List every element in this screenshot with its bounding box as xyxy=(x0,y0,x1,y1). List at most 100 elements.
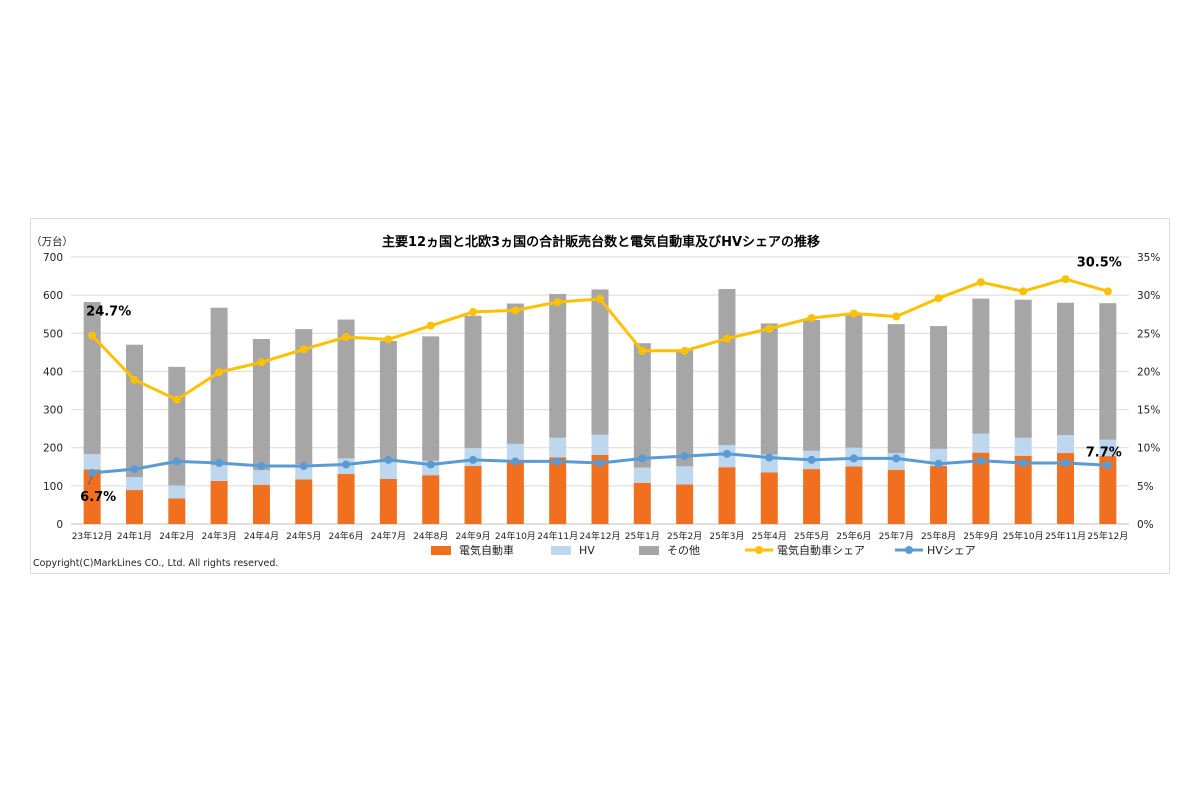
line-point xyxy=(88,331,97,340)
ticks-layer: 0 0% 100 5% 200 10% 300 15% 400 20% 500 25% 600 30% 70… xyxy=(43,252,1160,542)
line-point xyxy=(680,346,689,355)
line-point xyxy=(807,455,816,464)
line-point xyxy=(976,278,985,287)
line-point xyxy=(722,334,731,343)
bar-1 xyxy=(887,469,905,524)
bar-1 xyxy=(676,484,694,524)
bar-2 xyxy=(379,462,397,479)
bar-3 xyxy=(464,315,482,449)
y-tick-label: 700 xyxy=(43,252,63,264)
line-point xyxy=(1019,458,1028,467)
bar-3 xyxy=(125,344,143,478)
line-point xyxy=(638,454,647,463)
bar-1 xyxy=(1099,456,1117,524)
bar-1 xyxy=(83,469,101,524)
y2-tick-label: 20% xyxy=(1137,366,1160,378)
bar-3 xyxy=(803,319,821,451)
bar-1 xyxy=(549,457,567,524)
line-point xyxy=(1019,287,1028,296)
bar-3 xyxy=(1014,299,1032,438)
x-tick-label: 25年11月 xyxy=(1045,530,1086,542)
bar-3 xyxy=(1057,302,1075,436)
line-point xyxy=(172,457,181,466)
x-tick-label: 25年12月 xyxy=(1087,530,1128,542)
bar-3 xyxy=(549,293,567,438)
bar-3 xyxy=(422,336,440,461)
bar-1 xyxy=(1014,455,1032,524)
bars-layer xyxy=(83,289,1117,524)
line-point xyxy=(426,321,435,330)
legend-swatch xyxy=(551,546,571,555)
y-tick-label: 200 xyxy=(43,443,63,455)
bar-2 xyxy=(295,464,313,480)
data-label: 7.7% xyxy=(1086,445,1122,460)
y-axis-unit: （万台） xyxy=(31,235,73,248)
legend-label: 電気自動車シェア xyxy=(777,543,865,557)
bar-1 xyxy=(422,475,440,524)
bar-1 xyxy=(506,461,524,524)
line-point xyxy=(1061,458,1070,467)
legend-swatch-marker xyxy=(905,546,913,554)
line-point xyxy=(342,333,351,342)
line-point xyxy=(1061,275,1070,284)
line-point xyxy=(299,462,308,471)
line-point xyxy=(934,459,943,468)
line-point xyxy=(299,345,308,354)
bar-1 xyxy=(295,479,313,524)
bar-1 xyxy=(803,469,821,524)
bar-1 xyxy=(252,484,270,524)
y-tick-label: 100 xyxy=(43,481,63,493)
y-tick-label: 400 xyxy=(43,366,63,378)
bar-1 xyxy=(168,498,186,524)
legend-label: その他 xyxy=(667,544,700,557)
bar-3 xyxy=(295,329,313,465)
lines-layer xyxy=(88,275,1112,477)
line-point xyxy=(849,309,858,318)
line-point xyxy=(976,456,985,465)
line-point xyxy=(130,465,139,474)
x-tick-label: 23年12月 xyxy=(72,530,113,542)
bar-2 xyxy=(549,437,567,458)
legend-label: HVシェア xyxy=(927,544,976,557)
y-tick-label: 0 xyxy=(56,519,63,531)
y-tick-label: 300 xyxy=(43,405,63,417)
line-point xyxy=(680,452,689,461)
bar-2 xyxy=(506,443,524,462)
line-point xyxy=(130,375,139,384)
bar-1 xyxy=(633,482,651,524)
chart-title: 主要12ヵ国と北欧3ヵ国の合計販売台数と電気自動車及びHVシェアの推移 xyxy=(382,234,820,250)
bar-3 xyxy=(83,302,101,455)
x-tick-label: 25年1月 xyxy=(625,530,660,542)
line-point xyxy=(342,460,351,469)
bar-1 xyxy=(210,480,228,524)
bar-1 xyxy=(337,474,355,524)
bar-2 xyxy=(1099,439,1117,457)
x-tick-label: 24年4月 xyxy=(244,530,279,542)
x-tick-label: 24年1月 xyxy=(117,530,152,542)
y-tick-label: 600 xyxy=(43,290,63,302)
bar-3 xyxy=(887,324,905,454)
x-tick-label: 24年7月 xyxy=(371,530,406,542)
chart-svg: 主要12ヵ国と北欧3ヵ国の合計販売台数と電気自動車及びHVシェアの推移 （万台）… xyxy=(31,234,1160,569)
line-point xyxy=(511,306,520,315)
x-tick-label: 24年2月 xyxy=(159,530,194,542)
line-point xyxy=(1103,461,1112,470)
legend-swatch xyxy=(639,546,659,555)
bar-1 xyxy=(845,466,863,524)
y2-tick-label: 10% xyxy=(1137,443,1160,455)
data-label: 6.7% xyxy=(80,490,116,505)
x-tick-label: 24年3月 xyxy=(202,530,237,542)
bar-3 xyxy=(1099,303,1117,440)
x-tick-label: 25年9月 xyxy=(963,530,998,542)
x-tick-label: 25年10月 xyxy=(1003,530,1044,542)
legend-swatch-marker xyxy=(755,546,763,554)
bar-1 xyxy=(930,466,948,524)
line-point xyxy=(426,460,435,469)
bar-3 xyxy=(168,366,186,486)
annotation-leader xyxy=(87,475,93,486)
line-point xyxy=(807,314,816,323)
bar-2 xyxy=(1014,437,1032,456)
bar-2 xyxy=(252,470,270,485)
bar-2 xyxy=(210,465,228,481)
bar-2 xyxy=(83,454,101,470)
